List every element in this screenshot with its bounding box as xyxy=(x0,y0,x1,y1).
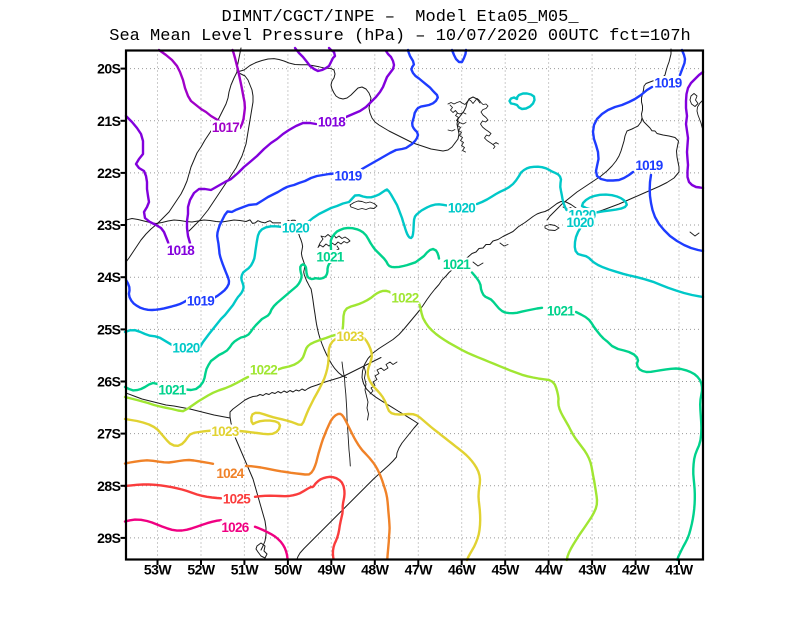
svg-text:1020: 1020 xyxy=(172,341,199,356)
svg-text:1021: 1021 xyxy=(547,304,575,319)
svg-text:1018: 1018 xyxy=(318,115,346,130)
svg-text:46W: 46W xyxy=(448,562,477,578)
svg-text:1020: 1020 xyxy=(448,201,475,216)
svg-text:1025: 1025 xyxy=(223,492,251,507)
svg-text:22S: 22S xyxy=(97,165,121,181)
svg-text:42W: 42W xyxy=(622,562,651,578)
svg-text:49W: 49W xyxy=(318,562,347,578)
svg-text:51W: 51W xyxy=(231,562,260,578)
svg-text:28S: 28S xyxy=(97,478,121,494)
svg-text:45W: 45W xyxy=(492,562,521,578)
svg-text:1017: 1017 xyxy=(212,120,239,135)
svg-text:1022: 1022 xyxy=(391,291,418,306)
svg-text:1019: 1019 xyxy=(334,169,361,184)
svg-text:1021: 1021 xyxy=(158,383,186,398)
svg-text:1019: 1019 xyxy=(635,158,662,173)
svg-text:24S: 24S xyxy=(97,269,121,285)
svg-text:23S: 23S xyxy=(97,217,121,233)
svg-text:47W: 47W xyxy=(405,562,434,578)
svg-text:21S: 21S xyxy=(97,113,121,129)
svg-text:48W: 48W xyxy=(361,562,390,578)
svg-text:1023: 1023 xyxy=(336,329,364,344)
svg-text:50W: 50W xyxy=(274,562,303,578)
svg-text:44W: 44W xyxy=(535,562,564,578)
svg-text:27S: 27S xyxy=(97,426,121,442)
svg-text:1023: 1023 xyxy=(211,424,239,439)
svg-text:1020: 1020 xyxy=(282,221,309,236)
svg-text:1019: 1019 xyxy=(187,294,214,309)
svg-text:25S: 25S xyxy=(97,321,121,337)
svg-text:1021: 1021 xyxy=(316,250,344,265)
svg-text:1024: 1024 xyxy=(216,466,244,481)
svg-text:Sea Mean Level Pressure (hPa): Sea Mean Level Pressure (hPa) – 10/07/20… xyxy=(109,27,691,46)
svg-text:1018: 1018 xyxy=(167,243,195,258)
svg-text:41W: 41W xyxy=(665,562,694,578)
svg-text:1026: 1026 xyxy=(221,520,249,535)
svg-text:43W: 43W xyxy=(578,562,607,578)
svg-text:1019: 1019 xyxy=(654,76,681,91)
svg-text:1021: 1021 xyxy=(443,257,471,272)
svg-text:DIMNT/CGCT/INPE – Model Eta05: DIMNT/CGCT/INPE – Model Eta05_M05_ xyxy=(221,8,579,27)
svg-text:52W: 52W xyxy=(187,562,216,578)
svg-text:1020: 1020 xyxy=(566,215,593,230)
svg-text:20S: 20S xyxy=(97,61,121,77)
svg-text:1022: 1022 xyxy=(250,363,277,378)
svg-text:53W: 53W xyxy=(144,562,173,578)
svg-text:29S: 29S xyxy=(97,530,121,546)
svg-text:26S: 26S xyxy=(97,374,121,390)
